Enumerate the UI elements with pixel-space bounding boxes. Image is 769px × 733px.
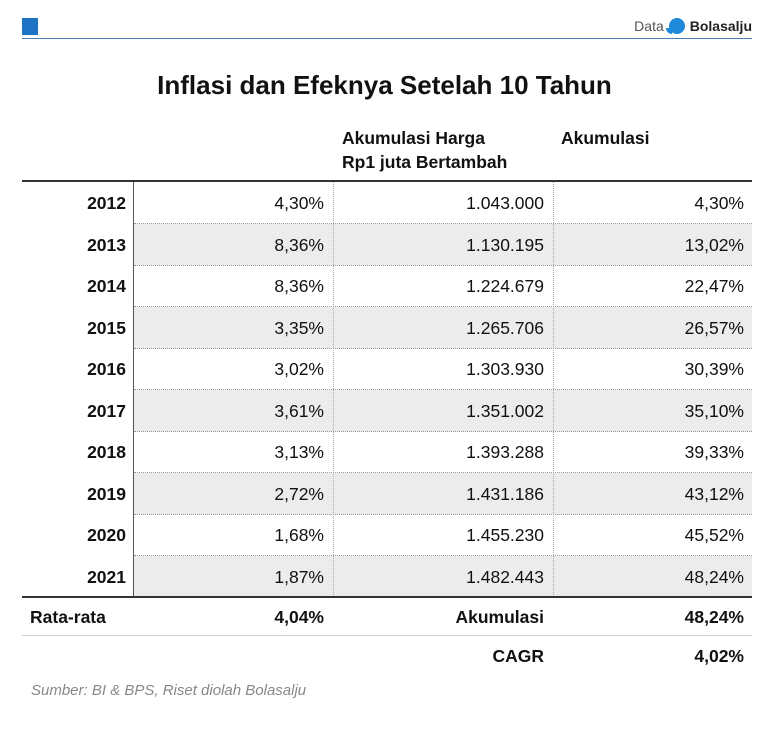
row-background — [134, 555, 752, 598]
row-background — [134, 306, 752, 349]
accum-label: Akumulasi — [455, 607, 545, 627]
cell-inflasi: 1,87% — [274, 566, 324, 587]
summary-row-average: Rata-rata 4,04% Akumulasi 48,24% — [22, 598, 752, 636]
year-column-divider — [133, 182, 134, 597]
cell-harga: 1.482.443 — [466, 566, 544, 587]
summary-row-cagr: CAGR 4,02% — [22, 637, 752, 675]
table-row: 2018 3,13% 1.393.288 39,33% — [22, 431, 752, 473]
avg-label: Rata-rata — [30, 607, 106, 627]
cell-akumulasi: 45,52% — [684, 525, 744, 545]
table-row: 2012 4,30% 1.043.000 4,30% — [22, 182, 752, 224]
cagr-value: 4,02% — [694, 646, 744, 666]
row-separator — [134, 430, 752, 432]
cell-inflasi: 3,02% — [274, 359, 324, 379]
cell-akumulasi: 4,30% — [694, 193, 744, 213]
cell-inflasi: 8,36% — [274, 234, 324, 255]
summary-top-rule — [22, 596, 752, 598]
chart-title: Inflasi dan Efeknya Setelah 10 Tahun — [157, 70, 612, 100]
cell-inflasi: 3,13% — [274, 442, 324, 462]
cell-akumulasi: 43,12% — [684, 483, 744, 504]
cell-harga: 1.043.000 — [466, 193, 544, 213]
table-row: 2020 1,68% 1.455.230 45,52% — [22, 514, 752, 556]
summary-divider — [22, 635, 752, 636]
column-header-harga-line1: Akumulasi Harga — [342, 128, 485, 148]
accum-value: 48,24% — [684, 607, 744, 627]
cell-year: 2015 — [87, 317, 126, 338]
column-header-akumulasi: Akumulasi — [561, 128, 650, 148]
cell-year: 2018 — [87, 442, 126, 462]
cell-inflasi: 2,72% — [274, 483, 324, 504]
cell-year: 2017 — [87, 400, 126, 421]
cagr-label: CAGR — [492, 646, 544, 666]
table-row: 2017 3,61% 1.351.002 35,10% — [22, 389, 752, 432]
avg-value: 4,04% — [274, 607, 324, 627]
table-row: 2021 1,87% 1.482.443 48,24% — [22, 555, 752, 598]
table-row: 2014 8,36% 1.224.679 22,47% — [22, 265, 752, 307]
cell-akumulasi: 30,39% — [684, 359, 744, 379]
cell-year: 2021 — [87, 566, 126, 587]
cell-harga: 1.455.230 — [466, 525, 544, 545]
cell-akumulasi: 22,47% — [684, 276, 744, 296]
cell-akumulasi: 26,57% — [684, 317, 744, 338]
row-background — [134, 472, 752, 515]
cell-year: 2012 — [87, 193, 126, 213]
table-row: 2019 2,72% 1.431.186 43,12% — [22, 472, 752, 515]
brand-prefix: Data — [634, 18, 664, 34]
row-separator — [134, 513, 752, 515]
cell-year: 2016 — [87, 359, 126, 379]
cell-harga: 1.224.679 — [466, 276, 544, 296]
brand: Data Bolasalju — [634, 16, 752, 36]
cell-year: 2013 — [87, 234, 126, 255]
cell-inflasi: 1,68% — [274, 525, 324, 545]
brand-name: Bolasalju — [689, 18, 752, 34]
cell-harga: 1.265.706 — [466, 317, 544, 338]
row-background — [134, 389, 752, 432]
cell-inflasi: 4,30% — [274, 193, 324, 213]
row-separator — [134, 347, 752, 349]
source-note: Sumber: BI & BPS, Riset diolah Bolasalju — [31, 682, 307, 699]
column-divider-2 — [553, 182, 554, 597]
cell-harga: 1.431.186 — [466, 483, 544, 504]
cell-year: 2014 — [87, 276, 126, 296]
table-top-rule — [22, 180, 752, 182]
cell-akumulasi: 13,02% — [684, 234, 744, 255]
table-row: 2016 3,02% 1.303.930 30,39% — [22, 348, 752, 390]
cell-inflasi: 8,36% — [274, 276, 324, 296]
column-header-harga: Akumulasi Harga Rp1 juta Bertambah — [342, 126, 507, 174]
cell-harga: 1.351.002 — [466, 400, 544, 421]
table-row: 2015 3,35% 1.265.706 26,57% — [22, 306, 752, 349]
cell-year: 2020 — [87, 525, 126, 545]
row-background — [134, 223, 752, 266]
speech-bubble-icon — [665, 18, 685, 34]
column-divider-1 — [333, 182, 334, 597]
cell-akumulasi: 35,10% — [684, 400, 744, 421]
cell-harga: 1.130.195 — [466, 234, 544, 255]
row-separator — [134, 264, 752, 266]
cell-akumulasi: 48,24% — [684, 566, 744, 587]
table-row: 2013 8,36% 1.130.195 13,02% — [22, 223, 752, 266]
cell-harga: 1.303.930 — [466, 359, 544, 379]
cell-inflasi: 3,61% — [274, 400, 324, 421]
column-header-harga-line2: Rp1 juta Bertambah — [342, 152, 508, 172]
cell-akumulasi: 39,33% — [684, 442, 744, 462]
cell-year: 2019 — [87, 483, 126, 504]
brand-square-icon — [22, 18, 38, 35]
cell-inflasi: 3,35% — [274, 317, 324, 338]
top-bar: Data Bolasalju — [22, 16, 752, 39]
cell-harga: 1.393.288 — [466, 442, 544, 462]
